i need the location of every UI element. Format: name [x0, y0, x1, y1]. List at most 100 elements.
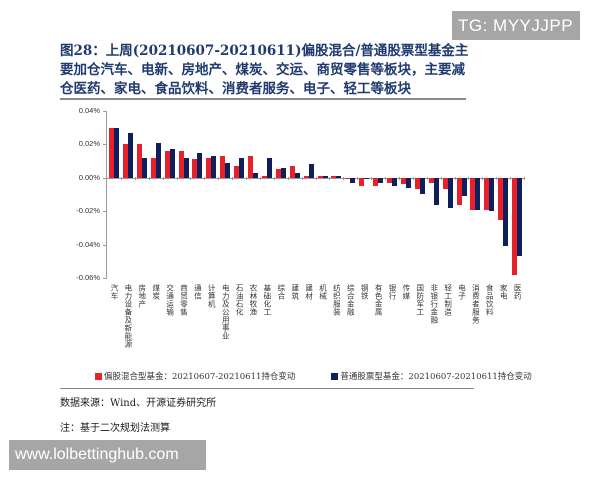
bar-stock-fund — [294, 172, 300, 178]
x-category-label: 通信 — [193, 284, 203, 300]
x-tick-mark — [468, 176, 470, 180]
x-category-label: 电子 — [457, 284, 467, 300]
x-category-label: 国防军工 — [415, 284, 425, 316]
x-tick-mark — [398, 176, 400, 180]
x-tick-mark — [510, 176, 512, 180]
bar-mixed-fund — [428, 177, 434, 183]
bar-mixed-fund — [442, 177, 448, 190]
bar-stock-fund — [517, 177, 523, 257]
bar-stock-fund — [239, 157, 245, 178]
x-category-label: 石油石化 — [235, 284, 245, 316]
x-tick-mark — [482, 176, 484, 180]
bar-mixed-fund — [136, 144, 142, 178]
x-category-label: 非银行金融 — [429, 284, 439, 324]
bar-stock-fund — [308, 164, 314, 178]
bar-stock-fund — [392, 177, 397, 187]
x-category-label: 机械 — [318, 284, 328, 300]
x-tick-mark — [524, 176, 525, 180]
bar-mixed-fund — [164, 151, 170, 178]
bar-stock-fund — [183, 157, 189, 178]
x-tick-mark — [287, 176, 289, 180]
x-tick-mark — [371, 176, 373, 180]
x-tick-mark — [148, 176, 150, 180]
x-category-label: 消费者服务 — [471, 284, 481, 324]
bar-stock-fund — [378, 177, 384, 183]
bar-stock-fund — [419, 177, 425, 195]
y-tick-mark — [103, 177, 106, 179]
x-axis — [106, 177, 524, 179]
bar-mixed-fund — [192, 159, 198, 178]
x-category-label: 商贸零售 — [179, 284, 189, 316]
x-tick-mark — [246, 176, 247, 180]
bar-mixed-fund — [206, 157, 212, 178]
bar-stock-fund — [211, 156, 217, 178]
x-tick-mark — [329, 176, 331, 180]
x-category-label: 汽车 — [110, 284, 119, 300]
bar-mixed-fund — [261, 176, 267, 178]
x-category-label: 房地产 — [137, 284, 147, 308]
bar-stock-fund — [336, 176, 342, 178]
x-category-label: 电力及公用事业 — [221, 284, 231, 340]
x-category-label: 食品饮料 — [485, 284, 495, 316]
bar-stock-fund — [225, 162, 231, 178]
bar-stock-fund — [475, 177, 481, 210]
x-tick-mark — [385, 176, 386, 180]
bar-stock-fund — [114, 127, 119, 178]
bar-mixed-fund — [122, 144, 128, 178]
legend-label-series1: 偏股混合型基金：20210607-20210611持仓变动 — [104, 372, 296, 382]
y-tick-label: -0.04% — [76, 239, 100, 249]
legend-swatch-red — [95, 372, 102, 380]
bar-mixed-fund — [470, 177, 476, 210]
x-tick-mark — [301, 176, 303, 180]
y-axis — [106, 111, 107, 279]
x-category-label: 计算机 — [207, 284, 217, 308]
bar-stock-fund — [127, 132, 133, 178]
x-tick-mark — [454, 176, 456, 180]
bar-mixed-fund — [317, 176, 323, 178]
x-category-label: 煤炭 — [151, 284, 161, 300]
bar-mixed-fund — [275, 169, 281, 178]
x-category-label: 综合 — [276, 284, 286, 300]
bar-stock-fund — [447, 177, 453, 208]
bar-chart: 0.04% 0.02% 0.00% -0.02% -0.04% -0.06% 汽车 电力设备及… — [0, 100, 600, 360]
bar-stock-fund — [141, 157, 147, 178]
x-category-label: 轻工制造 — [443, 284, 453, 316]
bar-stock-fund — [433, 177, 439, 205]
x-tick-mark — [426, 176, 428, 180]
bar-mixed-fund — [220, 156, 226, 178]
footer-divider — [60, 388, 474, 389]
bar-mixed-fund — [109, 127, 114, 178]
bar-stock-fund — [489, 177, 495, 212]
x-category-label: 农林牧渔 — [249, 284, 258, 316]
y-tick-label: -0.06% — [76, 273, 100, 282]
title-divider — [60, 98, 466, 100]
bar-stock-fund — [155, 142, 161, 178]
bar-mixed-fund — [345, 177, 351, 179]
watermark-top: TG: MYYJJPP — [452, 11, 580, 40]
x-category-label: 综合金融 — [346, 284, 356, 316]
x-tick-mark — [218, 176, 220, 180]
x-tick-mark — [357, 176, 359, 180]
x-category-label: 医药 — [513, 284, 523, 300]
x-category-label: 纺织服装 — [332, 284, 342, 316]
x-tick-mark — [315, 176, 317, 180]
bar-stock-fund — [197, 152, 203, 178]
x-tick-mark — [232, 176, 234, 180]
bar-mixed-fund — [414, 177, 420, 190]
x-tick-mark — [134, 176, 136, 180]
y-tick-mark — [103, 278, 106, 279]
y-tick-mark — [103, 144, 106, 146]
bar-mixed-fund — [289, 166, 295, 178]
bar-stock-fund — [461, 177, 467, 197]
x-category-label: 基础化工 — [262, 284, 272, 316]
x-category-label: 传媒 — [401, 284, 411, 300]
bar-stock-fund — [350, 177, 356, 183]
x-tick-mark — [259, 176, 261, 180]
bar-stock-fund — [405, 177, 411, 188]
bar-mixed-fund — [178, 151, 184, 178]
bar-mixed-fund — [400, 177, 406, 185]
x-tick-mark — [204, 176, 206, 180]
legend-item-series2: 普通股票型基金：20210607-20210611持仓变动 — [331, 370, 532, 382]
x-tick-mark — [120, 176, 122, 180]
y-tick-mark — [103, 244, 106, 246]
